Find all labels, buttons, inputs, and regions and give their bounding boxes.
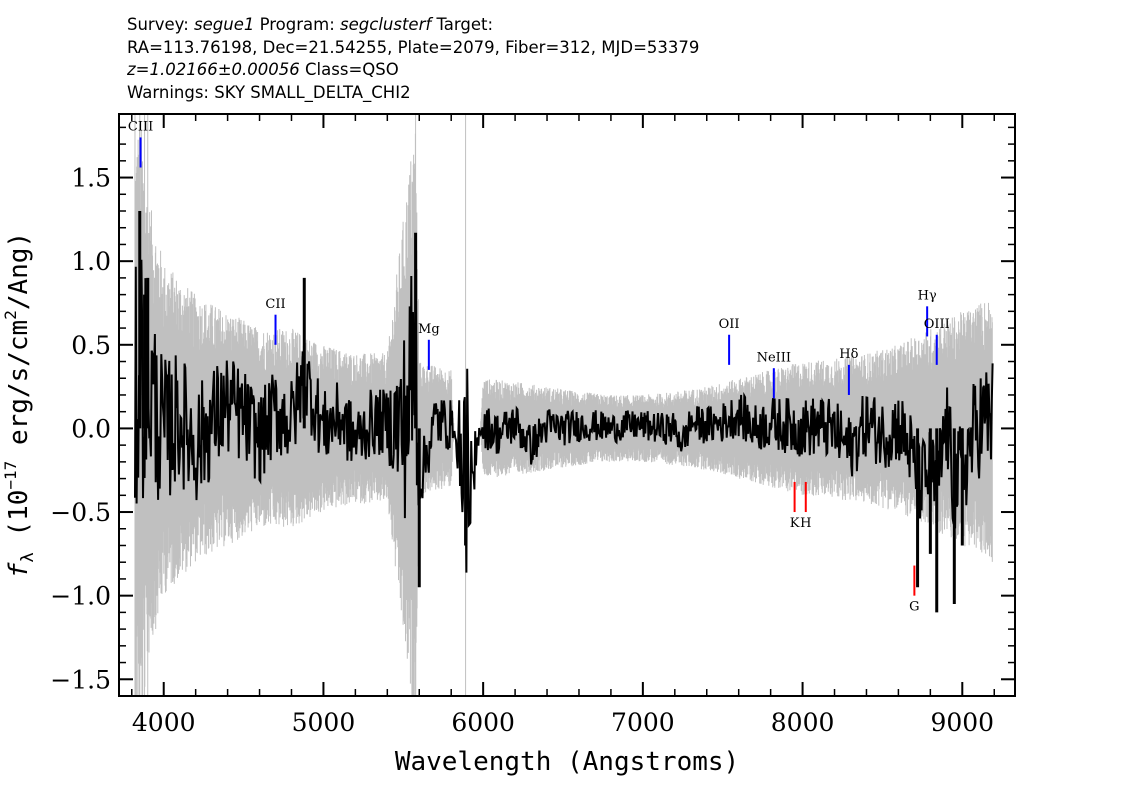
absorption-line-label: G	[909, 600, 919, 615]
flux-line	[134, 259, 994, 573]
absorption-line-label: K	[790, 516, 800, 531]
emission-line-label: Hδ	[839, 347, 858, 362]
y-axis-title: fλ (10−17 erg/s/cm2/Ang)	[1, 232, 38, 578]
x-tick-label: 5000	[292, 708, 356, 737]
spectrum-header: Survey: segue1 Program: segclusterf Targ…	[127, 14, 1027, 104]
emission-line-label: OIII	[924, 317, 950, 332]
y-tick-label: −0.5	[50, 498, 111, 527]
y-tick-label: 0.5	[71, 331, 111, 360]
header-line-warnings: Warnings: SKY SMALL_DELTA_CHI2	[127, 82, 411, 102]
x-axis-title: Wavelength (Angstroms)	[395, 747, 739, 777]
axes-layer: 4000 5000 6000 7000 8000 9000 −1.5 −1.0 −0.5 0.0 0…	[50, 114, 1015, 737]
emission-line-label: OII	[719, 317, 740, 332]
header-line-survey: Survey: segue1 Program: segclusterf Targ…	[127, 14, 1027, 37]
emission-line-label: Hγ	[918, 289, 937, 304]
class-value: Class=QSO	[305, 60, 399, 79]
target-label: Target:	[436, 15, 494, 34]
header-line-redshift: z=1.02166±0.00056 Class=QSO	[127, 59, 1027, 82]
x-tick-label: 6000	[451, 708, 515, 737]
survey-name: segue1	[194, 15, 255, 34]
emission-line-label: CIII	[128, 120, 153, 135]
y-tick-label: 1.0	[71, 247, 111, 276]
y-tick-label: 1.5	[71, 164, 111, 193]
flux-layer	[134, 211, 994, 613]
emission-line-label: CII	[265, 297, 285, 312]
absorption-line-label: H	[800, 516, 811, 531]
y-tick-label: −1.5	[50, 665, 111, 694]
x-tick-label: 9000	[930, 708, 994, 737]
x-tick-label: 8000	[771, 708, 835, 737]
x-tick-label: 7000	[611, 708, 675, 737]
survey-label: Survey:	[127, 15, 189, 34]
header-line-coordinates: RA=113.76198, Dec=21.54255, Plate=2079, …	[127, 37, 700, 57]
plot-frame	[118, 113, 1016, 697]
y-tick-label: 0.0	[71, 414, 111, 443]
emission-line-label: Mg	[418, 322, 440, 337]
line-markers-layer: CIII CII Mg OII NeIII Hδ Hγ OIII K H G	[128, 120, 950, 615]
y-tick-label: −1.0	[50, 582, 111, 611]
x-tick-label: 4000	[132, 708, 196, 737]
program-label: Program:	[259, 15, 335, 34]
redshift-value: z=1.02166±0.00056	[127, 60, 300, 79]
program-name: segclusterf	[340, 15, 432, 34]
emission-line-label: NeIII	[757, 351, 791, 366]
